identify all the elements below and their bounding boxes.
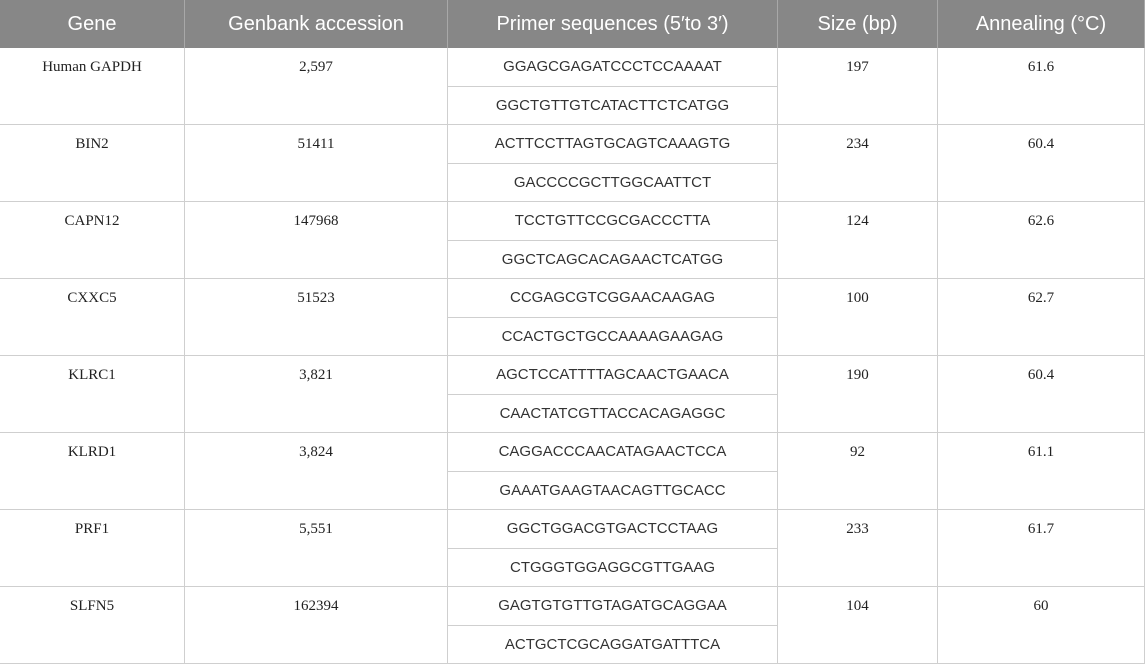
annealing-cell: 61.7 xyxy=(938,510,1145,587)
primer-cell: AGCTCCATTTTAGCAACTGAACA xyxy=(448,356,778,395)
size-cell: 234 xyxy=(778,125,938,202)
primer-cell: CTGGGTGGAGGCGTTGAAG xyxy=(448,548,778,587)
primer-cell: GAAATGAAGTAACAGTTGCACC xyxy=(448,471,778,510)
primer-cell: GGCTGTTGTCATACTTCTCATGG xyxy=(448,86,778,125)
column-header: Primer sequences (5′to 3′) xyxy=(448,0,778,48)
accession-cell: 162394 xyxy=(185,587,448,664)
primer-cell: GACCCCGCTTGGCAATTCT xyxy=(448,163,778,202)
accession-cell: 3,824 xyxy=(185,433,448,510)
primer-cell: CAGGACCCAACATAGAACTCCA xyxy=(448,433,778,472)
annealing-cell: 61.1 xyxy=(938,433,1145,510)
gene-cell: KLRD1 xyxy=(0,433,185,510)
size-cell: 190 xyxy=(778,356,938,433)
accession-cell: 5,551 xyxy=(185,510,448,587)
annealing-cell: 62.7 xyxy=(938,279,1145,356)
gene-cell: Human GAPDH xyxy=(0,48,185,125)
primer-cell: ACTGCTCGCAGGATGATTTCA xyxy=(448,625,778,664)
gene-cell: CXXC5 xyxy=(0,279,185,356)
column-header: Gene xyxy=(0,0,185,48)
gene-cell: CAPN12 xyxy=(0,202,185,279)
accession-cell: 3,821 xyxy=(185,356,448,433)
accession-cell: 51523 xyxy=(185,279,448,356)
primer-cell: GGCTCAGCACAGAACTCATGG xyxy=(448,240,778,279)
column-header: Annealing (°C) xyxy=(938,0,1145,48)
size-cell: 100 xyxy=(778,279,938,356)
primer-cell: GAGTGTGTTGTAGATGCAGGAA xyxy=(448,587,778,626)
primer-cell: ACTTCCTTAGTGCAGTCAAAGTG xyxy=(448,125,778,164)
gene-cell: PRF1 xyxy=(0,510,185,587)
primer-cell: CCACTGCTGCCAAAAGAAGAG xyxy=(448,317,778,356)
gene-cell: BIN2 xyxy=(0,125,185,202)
primer-cell: TCCTGTTCCGCGACCCTTA xyxy=(448,202,778,241)
size-cell: 197 xyxy=(778,48,938,125)
size-cell: 124 xyxy=(778,202,938,279)
accession-cell: 2,597 xyxy=(185,48,448,125)
primer-cell: CAACTATCGTTACCACAGAGGC xyxy=(448,394,778,433)
accession-cell: 51411 xyxy=(185,125,448,202)
gene-cell: KLRC1 xyxy=(0,356,185,433)
annealing-cell: 62.6 xyxy=(938,202,1145,279)
size-cell: 104 xyxy=(778,587,938,664)
annealing-cell: 60.4 xyxy=(938,125,1145,202)
size-cell: 92 xyxy=(778,433,938,510)
annealing-cell: 61.6 xyxy=(938,48,1145,125)
column-header: Size (bp) xyxy=(778,0,938,48)
accession-cell: 147968 xyxy=(185,202,448,279)
primer-cell: GGCTGGACGTGACTCCTAAG xyxy=(448,510,778,549)
size-cell: 233 xyxy=(778,510,938,587)
primer-cell: GGAGCGAGATCCCTCCAAAAT xyxy=(448,48,778,87)
primer-cell: CCGAGCGTCGGAACAAGAG xyxy=(448,279,778,318)
annealing-cell: 60 xyxy=(938,587,1145,664)
column-header: Genbank accession xyxy=(185,0,448,48)
gene-cell: SLFN5 xyxy=(0,587,185,664)
annealing-cell: 60.4 xyxy=(938,356,1145,433)
